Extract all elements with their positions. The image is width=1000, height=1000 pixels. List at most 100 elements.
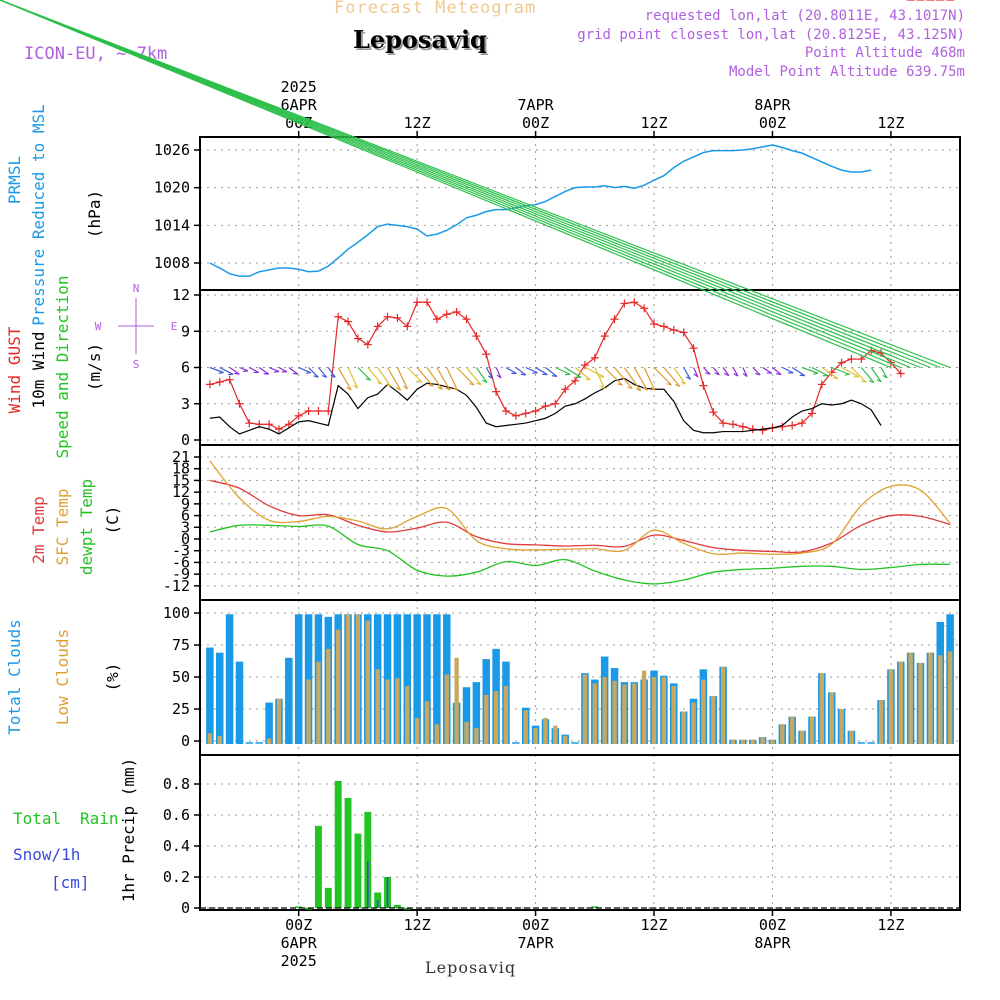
low-clouds-label: Low Clouds [53,629,72,725]
wind-arrow [219,366,234,375]
wind-arrow-head [403,385,408,390]
wind-arrow-head [693,373,699,378]
wind-arrow [752,367,761,376]
wind-arrow [732,367,739,377]
low-cloud-bar [661,677,667,744]
total-cloud-bar [403,614,412,744]
wind-arrow [416,367,434,387]
compass-n: N [133,282,140,295]
low-cloud-bar [760,737,765,744]
wind-arrow-head [445,387,451,391]
low-cloud-bar [701,679,706,744]
pressure-unit: (hPa) [85,190,104,238]
time-label-top: 7APR [518,96,555,114]
low-cloud-bar [878,700,884,744]
low-cloud-bar [888,669,894,744]
y-tick-label: 0 [181,530,190,548]
t2m-line [209,479,951,554]
low-cloud-bar [345,614,351,744]
wind-arrow [317,367,328,378]
low-cloud-bar [326,648,331,744]
wind-arrow [258,367,270,375]
y-tick-label: -12 [163,577,190,595]
low-cloud-bar [563,735,568,744]
low-cloud-bar [720,666,726,744]
rain-bar [591,906,599,908]
panel-frame-pressure [199,136,961,291]
wind-arrow [209,366,224,374]
wind-arrow-head [386,383,392,387]
wind-arrow [821,367,839,379]
rain-bar [364,811,372,908]
time-label-top: 6APR [281,96,318,114]
wind-dir-label: Speed and Direction [53,275,72,458]
y-tick-label: 12 [172,286,190,304]
low-cloud-bar [592,683,597,744]
y-tick-label: 75 [172,636,190,654]
low-cloud-bar [395,678,400,744]
wind-arrow [584,366,605,378]
model-label: ICON-EU, ~ 7km [24,44,168,64]
total-cloud-bar [423,614,431,744]
requested-coords: requested lon,lat (20.8011E, 43.1017N) [644,8,965,24]
wind-arrow [505,366,517,375]
wind-arrow [683,367,692,380]
time-label-top: 8APR [754,96,791,114]
low-cloud-bar [711,696,716,744]
low-cloud-bar [385,679,390,744]
y-tick-label: -9 [172,565,190,583]
low-cloud-bar [730,739,736,744]
wind-arrow [466,367,482,386]
wind-arrow [377,367,392,387]
wind-arrow-head [627,386,633,390]
wind-arrow-head [642,387,648,391]
y-tick-label: 18 [172,460,190,478]
low-cloud-bar [414,717,420,744]
wind-arrow [229,367,240,375]
wind-arrow-head [813,372,819,375]
time-label-bottom: 00Z [522,916,549,934]
y-tick-label: 0.8 [163,775,190,793]
wind-arrow-head [585,378,591,381]
y-tick-label: 9 [181,322,190,340]
precip-total-label: Total [13,809,61,828]
wind-arrow [604,367,623,386]
low-cloud-bar [780,724,785,744]
low-cloud-bar [336,629,341,744]
wind-arrow-head [617,383,623,386]
snow-bar [367,861,369,908]
low-cloud-bar [266,738,272,744]
low-cloud-bar [829,692,834,744]
wind-arrow [0,0,951,369]
wind-arrow [555,366,571,375]
y-tick-label: 6 [181,507,190,525]
wind-arrow-head [776,373,782,376]
wind-arrow-head [520,373,526,376]
y-tick-label: 1008 [154,254,190,272]
wind-arrow-head [666,382,672,386]
y-tick-label: 1026 [154,141,190,159]
wind-arrow-head [685,376,691,380]
low-cloud-bar [908,652,913,744]
wind-arrow-head [705,372,711,375]
wind-arrow [653,367,672,386]
low-cloud-bar [898,661,903,744]
wind-arrow-head [476,382,482,386]
total-cloud-bar [383,614,392,744]
wind-arrow [772,367,782,376]
time-label-bottom: 12Z [404,916,431,934]
wind-arrow [692,367,699,378]
wind-arrow-head [650,386,656,391]
wind-arrow-head [733,372,739,377]
wind-arrow-head [218,371,224,374]
time-label-top: 00Z [522,114,549,132]
low-cloud-bar [770,739,775,744]
wind-arrow-head [861,380,867,383]
low-cloud-bar [799,730,805,744]
rain-bar [314,825,322,908]
wind-arrow [791,366,806,377]
rain-bar [324,887,332,908]
precip-snow-label: Snow/1h [13,845,80,864]
